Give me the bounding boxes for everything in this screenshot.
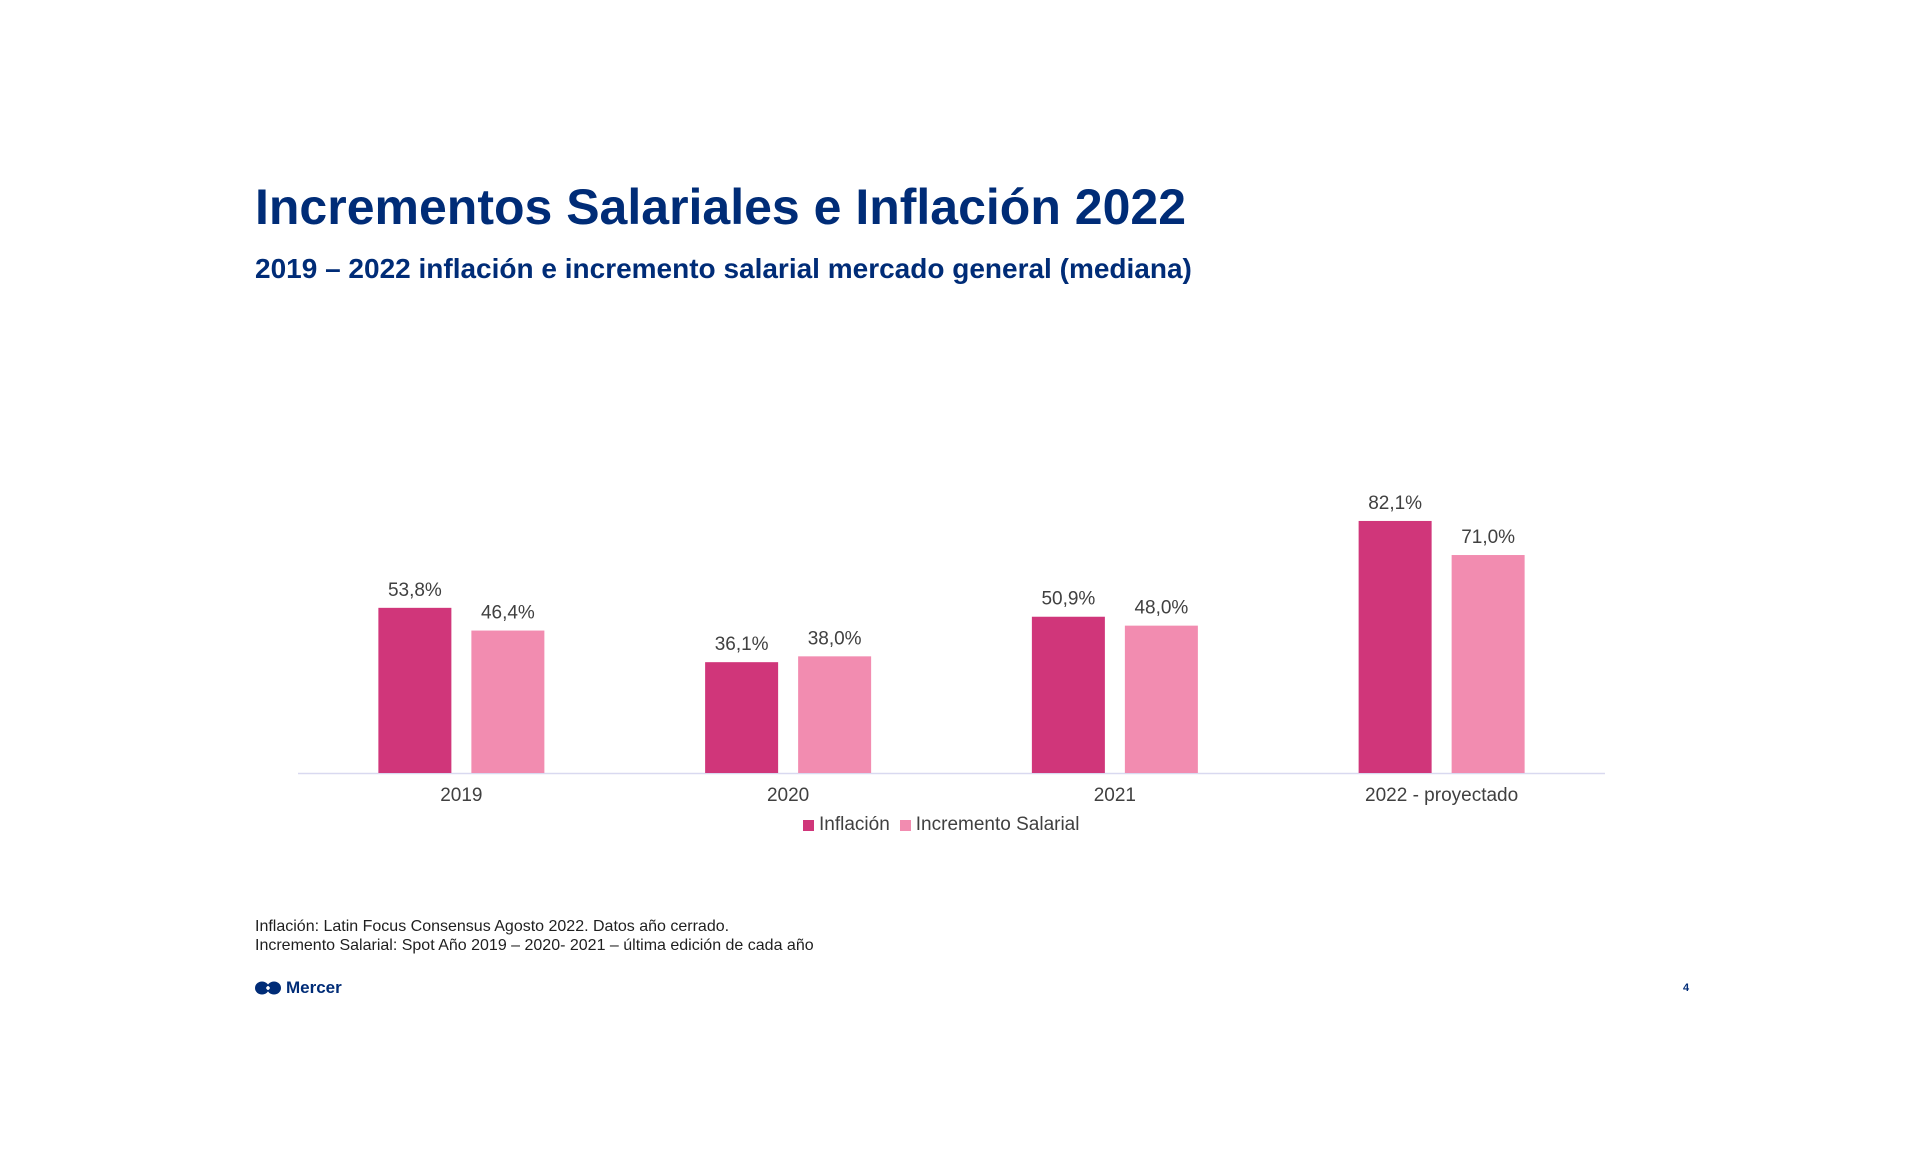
- bar-incremento-salarial-2020: [798, 656, 872, 773]
- mercer-logo-icon: [255, 981, 281, 995]
- data-label-incremento-salarial-2020: 38,0%: [808, 628, 862, 649]
- bar-inflaci-n-2022-proyectado: [1358, 520, 1432, 773]
- chart-legend: Inflación Incremento Salarial: [803, 814, 1089, 836]
- bar-incremento-salarial-2021: [1124, 625, 1198, 773]
- legend-label-incremento: Incremento Salarial: [915, 814, 1080, 835]
- legend-label-inflacion: Inflación: [819, 814, 890, 835]
- source-line-incremento: Incremento Salarial: Spot Año 2019 – 202…: [255, 937, 814, 954]
- bar-incremento-salarial-2019: [471, 630, 545, 773]
- data-label-inflaci-n-2021: 50,9%: [1041, 589, 1095, 610]
- data-label-inflaci-n-2022-proyectado: 82,1%: [1368, 493, 1422, 514]
- bar-inflaci-n-2021: [1031, 616, 1105, 773]
- bar-inflaci-n-2020: [705, 662, 779, 773]
- x-tick-label: 2019: [440, 785, 482, 806]
- legend-swatch-incremento: [899, 819, 911, 831]
- data-label-incremento-salarial-2019: 46,4%: [481, 603, 535, 624]
- x-tick-label: 2020: [767, 785, 809, 806]
- source-note: Inflación: Latin Focus Consensus Agosto …: [255, 917, 814, 955]
- page-subtitle: 2019 – 2022 inflación e incremento salar…: [255, 253, 1192, 284]
- brand-name: Mercer: [286, 978, 342, 997]
- x-tick-label: 2021: [1094, 785, 1136, 806]
- data-label-inflaci-n-2020: 36,1%: [715, 634, 769, 655]
- legend-item-inflacion: Inflación: [803, 814, 890, 836]
- bar-incremento-salarial-2022-proyectado: [1451, 555, 1525, 773]
- x-tick-label: 2022 - proyectado: [1365, 785, 1518, 806]
- page-title: Incrementos Salariales e Inflación 2022: [255, 179, 1187, 235]
- brand-footer: Mercer: [255, 978, 342, 998]
- data-label-incremento-salarial-2021: 48,0%: [1134, 598, 1188, 619]
- legend-item-incremento: Incremento Salarial: [899, 814, 1080, 836]
- data-label-inflaci-n-2019: 53,8%: [388, 580, 442, 601]
- bar-inflaci-n-2019: [378, 607, 452, 773]
- legend-swatch-inflacion: [803, 819, 814, 831]
- source-line-inflacion: Inflación: Latin Focus Consensus Agosto …: [255, 918, 730, 935]
- page-number: 4: [1683, 982, 1690, 994]
- data-label-incremento-salarial-2022-proyectado: 71,0%: [1461, 527, 1515, 548]
